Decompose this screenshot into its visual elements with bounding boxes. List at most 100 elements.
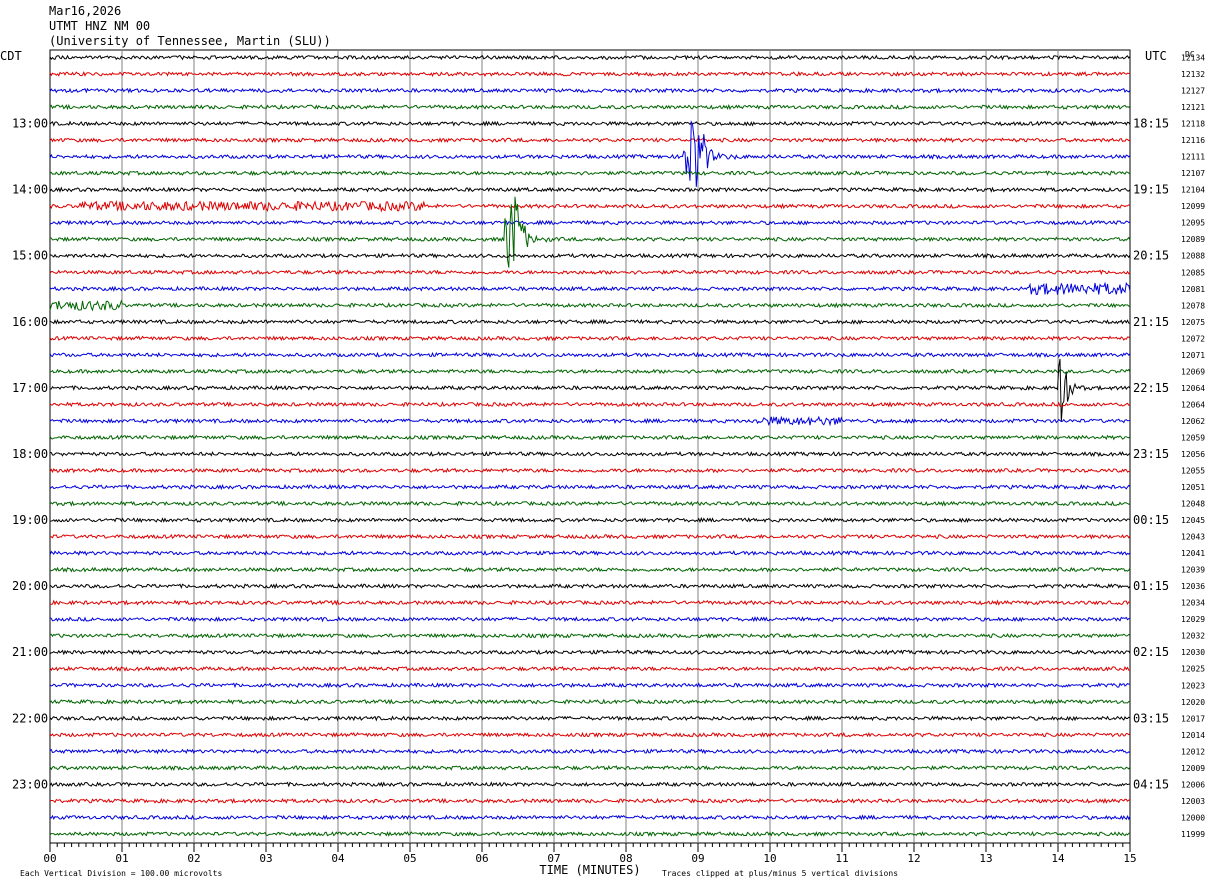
- dc-offset-label: 12012: [1181, 747, 1205, 756]
- trace-line: [49, 467, 1131, 474]
- dc-offset-label: 12017: [1181, 714, 1205, 723]
- dc-offset-label: 12072: [1181, 334, 1205, 343]
- trace-line: [49, 87, 1131, 94]
- trace-line: [49, 318, 1131, 326]
- dc-offset-label: 12064: [1181, 384, 1205, 393]
- x-tick-label: 13: [979, 852, 992, 865]
- x-tick-label: 04: [331, 852, 345, 865]
- dc-offset-label: 12116: [1181, 136, 1205, 145]
- left-hour-label: 19:00: [12, 513, 48, 527]
- trace-line: [49, 550, 1131, 557]
- dc-offset-label: 12045: [1181, 516, 1205, 525]
- dc-offset-label: 12039: [1181, 566, 1205, 575]
- left-hour-label: 14:00: [12, 183, 48, 197]
- right-hour-label: 02:15: [1133, 645, 1169, 659]
- trace-line: [49, 698, 1131, 705]
- dc-offset-label: 12099: [1181, 202, 1205, 211]
- trace-line: [49, 516, 1131, 524]
- left-hour-label: 23:00: [12, 777, 48, 791]
- dc-offset-label: 12134: [1181, 54, 1205, 63]
- dc-offset-label: 12078: [1181, 301, 1205, 310]
- dc-offset-label: 12034: [1181, 599, 1205, 608]
- left-hour-label: 13:00: [12, 117, 48, 131]
- x-tick-label: 08: [619, 852, 632, 865]
- dc-offset-label: 12030: [1181, 648, 1205, 657]
- trace-line: [49, 200, 1131, 213]
- dc-offset-label: 12056: [1181, 450, 1205, 459]
- x-tick-label: 11: [835, 852, 848, 865]
- trace-line: [49, 483, 1131, 491]
- dc-offset-label: 12107: [1181, 169, 1205, 178]
- dc-offset-label: 12081: [1181, 285, 1205, 294]
- left-hour-label: 21:00: [12, 645, 48, 659]
- x-tick-label: 01: [115, 852, 128, 865]
- trace-line: [49, 368, 1131, 375]
- trace-line: [49, 781, 1131, 788]
- trace-line: [50, 252, 1131, 259]
- dc-offset-label: 12025: [1181, 665, 1205, 674]
- dc-offset-label: 12127: [1181, 87, 1205, 96]
- x-tick-label: 12: [907, 852, 920, 865]
- trace-line: [49, 70, 1131, 78]
- plot-frame: [49, 49, 1131, 844]
- left-hour-label: 20:00: [12, 579, 48, 593]
- dc-offset-label: 12032: [1181, 632, 1205, 641]
- dc-offset-label: 12062: [1181, 417, 1205, 426]
- dc-offset-label: 12006: [1181, 780, 1205, 789]
- x-tick-label: 00: [43, 852, 56, 865]
- right-timezone-label: UTC: [1145, 49, 1167, 63]
- trace-line: [49, 649, 1131, 656]
- header-network: (University of Tennessee, Martin (SLU)): [49, 34, 331, 48]
- trace-line: [49, 731, 1131, 738]
- right-hour-label: 19:15: [1133, 183, 1169, 197]
- right-hour-label: 04:15: [1133, 777, 1169, 791]
- dc-offset-label: 12059: [1181, 433, 1205, 442]
- x-tick-label: 06: [475, 852, 488, 865]
- traces: [49, 54, 1131, 837]
- trace-line: [49, 434, 1131, 441]
- x-tick-label: 07: [547, 852, 560, 865]
- right-hour-label: 01:15: [1133, 579, 1169, 593]
- trace-line: [49, 269, 1131, 276]
- trace-line: [49, 797, 1131, 804]
- dc-offset-label: 12051: [1181, 483, 1205, 492]
- right-hour-label: 18:15: [1133, 117, 1169, 131]
- x-tick-label: 02: [187, 852, 200, 865]
- footer-scale-note: Each Vertical Division = 100.00 microvol…: [20, 869, 222, 878]
- trace-line: [49, 764, 1131, 771]
- trace-line: [49, 415, 1131, 427]
- x-tick-label: 05: [403, 852, 416, 865]
- trace-line: [49, 566, 1131, 573]
- right-hour-label: 23:15: [1133, 447, 1169, 461]
- trace-line: [49, 450, 1131, 458]
- dc-offset-label: 12064: [1181, 400, 1205, 409]
- left-hour-label: 15:00: [12, 249, 48, 263]
- x-tick-label: 03: [259, 852, 272, 865]
- trace-line: [49, 281, 1131, 296]
- trace-line: [49, 335, 1131, 342]
- trace-line: [49, 814, 1131, 821]
- trace-line: [49, 582, 1131, 590]
- dc-offset-label: 12000: [1181, 813, 1205, 822]
- header-station: UTMT HNZ NM 00: [49, 19, 151, 33]
- trace-line: [49, 632, 1131, 639]
- trace-line: [49, 120, 1131, 187]
- trace-line: [49, 351, 1131, 358]
- trace-line: [49, 682, 1131, 689]
- right-hour-label: 03:15: [1133, 711, 1169, 725]
- x-axis-title: TIME (MINUTES): [539, 863, 640, 877]
- trace-line: [49, 103, 1131, 111]
- dc-offset-label: 12043: [1181, 533, 1205, 542]
- dc-offset-label: 12111: [1181, 153, 1205, 162]
- right-hour-label: 20:15: [1133, 249, 1169, 263]
- left-hour-label: 17:00: [12, 381, 48, 395]
- right-hour-label: 22:15: [1133, 381, 1169, 395]
- dc-header-label: DC: [1185, 50, 1195, 59]
- dc-offset-label: 12041: [1181, 549, 1205, 558]
- right-time-labels: 18:15 19:15 20:15 21:15 22:15 23:15 00:15 01:15…: [1133, 117, 1169, 792]
- dc-offset-label: 12009: [1181, 764, 1205, 773]
- footer-clip-note: Traces clipped at plus/minus 5 vertical …: [662, 869, 898, 878]
- trace-line: [49, 170, 1131, 177]
- trace-line: [49, 186, 1131, 193]
